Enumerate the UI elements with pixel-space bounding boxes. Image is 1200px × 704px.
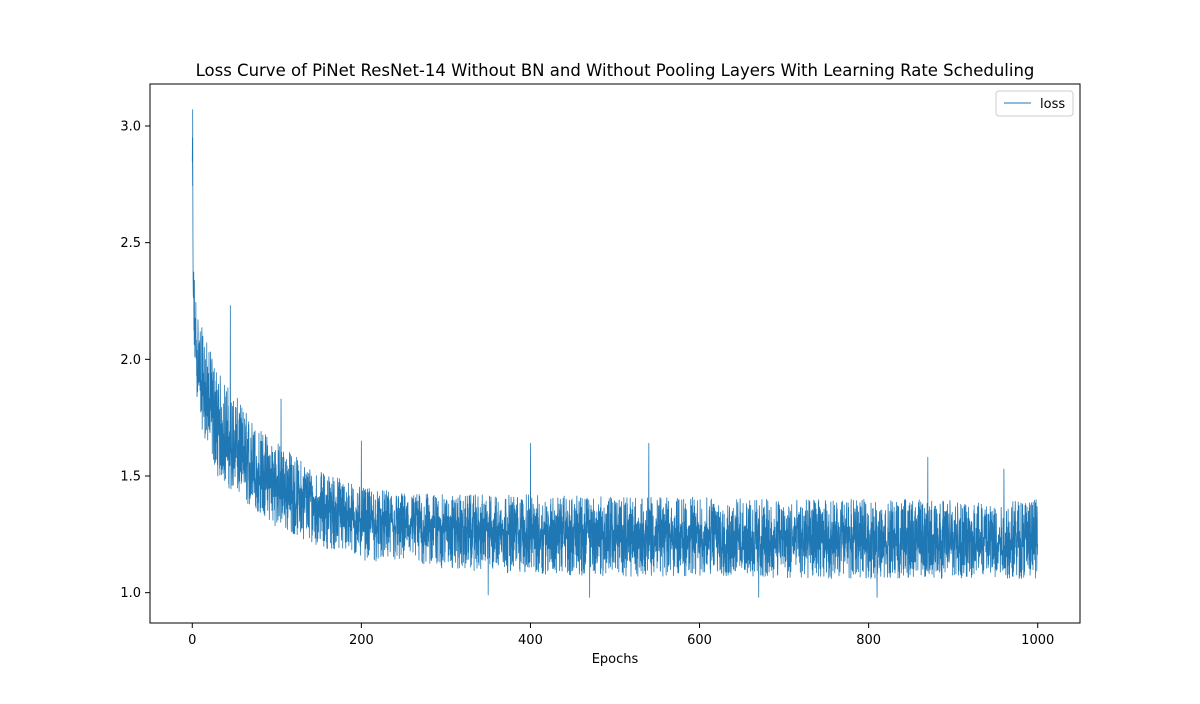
y-axis: 1.0 1.5 2.0 2.5 3.0 (120, 120, 150, 601)
x-tick-label: 600 (687, 633, 712, 648)
x-tick-label: 1000 (1021, 633, 1054, 648)
x-tick-label: 800 (856, 633, 881, 648)
x-tick-label: 0 (188, 633, 196, 648)
x-axis: 0 200 400 600 800 1000 (188, 623, 1054, 648)
x-axis-label: Epochs (592, 652, 639, 667)
legend-box (995, 90, 1074, 117)
y-tick-label: 2.5 (120, 236, 141, 251)
x-tick-label: 400 (518, 633, 543, 648)
plot-area (191, 109, 1039, 598)
legend: loss (995, 90, 1074, 117)
y-tick-label: 2.0 (120, 353, 141, 368)
y-tick-label: 1.0 (120, 586, 141, 601)
y-tick-label: 1.5 (120, 470, 141, 485)
legend-label-loss: loss (1040, 97, 1065, 112)
x-tick-label: 200 (349, 633, 374, 648)
series-line-loss (191, 109, 1039, 598)
y-tick-label: 3.0 (120, 120, 141, 135)
chart-title: Loss Curve of PiNet ResNet-14 Without BN… (196, 61, 1035, 80)
plot-frame (149, 83, 1081, 624)
